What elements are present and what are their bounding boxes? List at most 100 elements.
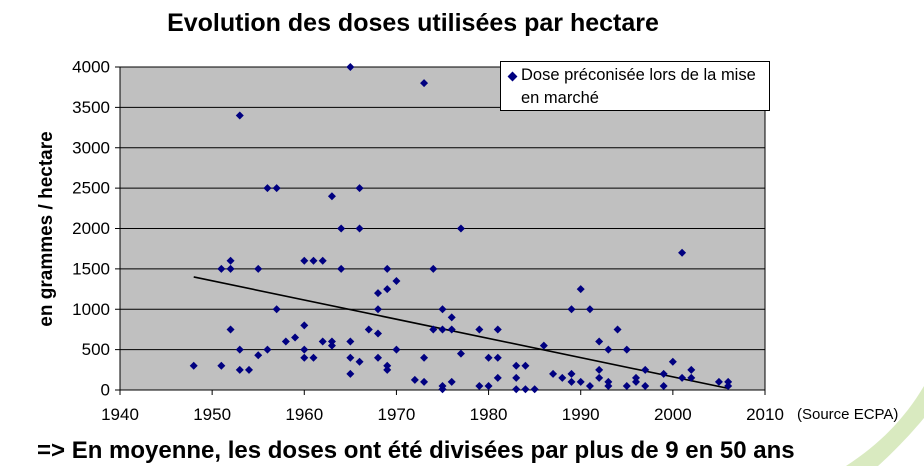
data-point: [429, 264, 438, 273]
data-point: [383, 264, 392, 273]
data-point: [318, 256, 327, 265]
data-point: [346, 63, 355, 71]
source-note: (Source ECPA): [797, 406, 898, 423]
y-tick-label: 3500: [72, 98, 110, 117]
data-point: [438, 305, 447, 314]
x-tick-label: 1950: [193, 405, 231, 424]
data-point: [613, 325, 622, 334]
data-point: [383, 361, 392, 370]
data-point: [374, 353, 382, 362]
x-tick-label: 1980: [470, 405, 508, 424]
data-point: [678, 248, 687, 257]
conclusion-text: => En moyenne, les doses ont été divisée…: [37, 437, 795, 464]
data-point: [254, 351, 263, 360]
data-point: [263, 345, 272, 354]
data-point: [622, 381, 631, 390]
y-tick-label: 3000: [72, 138, 110, 157]
data-point: [355, 184, 364, 193]
data-point: [355, 357, 364, 366]
data-point: [300, 345, 309, 354]
data-point: [337, 264, 346, 273]
chart-title: Evolution des doses utilisées par hectar…: [167, 9, 659, 37]
data-point: [622, 345, 631, 354]
data-point: [576, 285, 585, 294]
legend-label: Dose préconisée lors de la mise en march…: [521, 66, 756, 107]
data-point: [687, 373, 696, 382]
data-point: [456, 224, 465, 233]
y-tick-label: 2000: [72, 219, 110, 238]
data-point: [438, 385, 447, 394]
data-point: [355, 224, 364, 233]
data-point: [327, 341, 336, 350]
data-point: [512, 361, 521, 370]
data-point: [724, 381, 733, 390]
data-point: [327, 337, 336, 346]
data-point: [585, 305, 594, 314]
data-point: [300, 321, 309, 330]
data-point: [281, 337, 290, 346]
data-point: [604, 381, 613, 390]
trend-line: [193, 276, 729, 390]
x-tick-label: 2000: [654, 405, 692, 424]
data-point: [678, 373, 687, 382]
data-point: [263, 184, 272, 193]
data-point: [595, 365, 604, 374]
data-point: [604, 377, 613, 386]
data-point: [567, 305, 576, 314]
data-point: [475, 381, 484, 390]
x-tick-label: 1960: [285, 405, 323, 424]
data-point: [346, 337, 355, 346]
x-tick-label: 2010: [746, 405, 784, 424]
data-point: [641, 381, 650, 390]
data-point: [420, 79, 429, 88]
data-point: [226, 256, 235, 265]
data-point: [585, 381, 594, 390]
data-point: [493, 353, 502, 362]
data-point: [217, 264, 226, 273]
data-point: [668, 357, 677, 366]
data-point: [604, 345, 613, 354]
data-point: [392, 345, 401, 354]
data-point: [724, 377, 733, 386]
data-point: [549, 369, 558, 378]
data-point: [521, 361, 530, 370]
data-point: [217, 361, 226, 370]
data-point: [530, 385, 539, 394]
data-point: [309, 256, 318, 265]
data-point: [447, 325, 456, 334]
data-point: [539, 341, 548, 350]
data-point: [189, 361, 198, 370]
data-point: [374, 329, 382, 338]
legend: Dose préconisée lors de la mise en march…: [500, 61, 770, 111]
data-point: [576, 377, 585, 386]
data-point: [595, 373, 604, 382]
data-point: [493, 373, 502, 382]
x-tick-label: 1990: [562, 405, 600, 424]
data-point: [346, 353, 355, 362]
data-point: [475, 325, 484, 334]
data-point: [429, 325, 438, 334]
data-point: [438, 325, 447, 334]
data-point: [300, 256, 309, 265]
data-point: [374, 305, 382, 314]
legend-diamond-icon: [507, 71, 518, 82]
data-point: [456, 349, 465, 358]
data-point: [410, 375, 419, 384]
data-point: [392, 276, 401, 285]
data-point: [327, 192, 336, 201]
data-point: [235, 111, 244, 120]
data-point: [687, 365, 696, 374]
data-point: [595, 337, 604, 346]
y-tick-label: 4000: [72, 58, 110, 77]
data-point: [659, 369, 668, 378]
data-point: [632, 373, 640, 382]
data-point: [272, 184, 281, 193]
y-tick-label: 1500: [72, 259, 110, 278]
data-point: [567, 377, 576, 386]
data-point: [447, 313, 456, 322]
data-point: [254, 264, 263, 273]
data-point: [512, 385, 521, 394]
data-point: [309, 353, 318, 362]
